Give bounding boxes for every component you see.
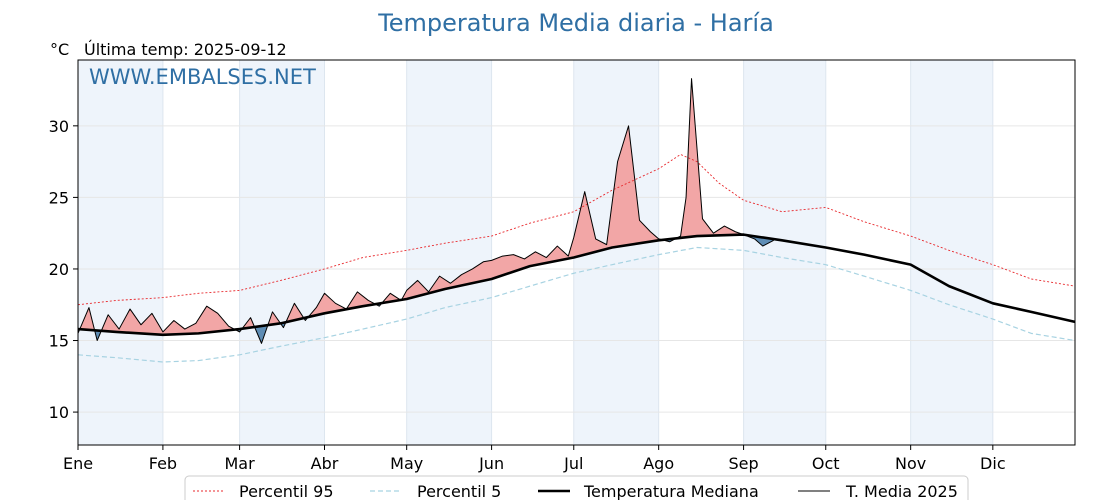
legend-label-p95: Percentil 95 [239, 482, 334, 500]
chart-title: Temperatura Media diaria - Haría [377, 9, 774, 37]
series-line-median [77, 233, 1076, 337]
y-tick-label: 15 [49, 332, 69, 351]
x-tick-label: Nov [895, 454, 926, 473]
x-tick-label: Feb [149, 454, 177, 473]
y-tick-label: 25 [49, 188, 69, 207]
legend: Percentil 95 Percentil 5 Temperatura Med… [184, 475, 969, 500]
above-median-fill [79, 307, 95, 331]
x-tick-label: Jun [478, 454, 504, 473]
x-tick-label: May [390, 454, 423, 473]
y-tick-label: 10 [49, 403, 69, 422]
month-band [78, 60, 163, 445]
grid-lines [78, 60, 1075, 445]
month-band [406, 60, 492, 445]
legend-label-median: Temperatura Mediana [583, 482, 759, 500]
x-tick-label: Abr [311, 454, 339, 473]
series-lines [77, 78, 1076, 363]
y-tick-label: 30 [49, 117, 69, 136]
below-median-fill [253, 324, 267, 344]
series-line-t2025 [77, 78, 774, 344]
last-update-label: Última temp: 2025-09-12 [84, 40, 287, 59]
y-axis: 10 15 20 25 30 [49, 117, 78, 422]
legend-label-p5: Percentil 5 [417, 482, 501, 500]
x-tick-label: Jul [563, 454, 583, 473]
y-tick-label: 20 [49, 260, 69, 279]
x-axis: Ene Feb Mar Abr May Jun Jul Ago Sep Oct Nov Dic [63, 445, 1006, 473]
x-tick-label: Oct [812, 454, 840, 473]
watermark: WWW.EMBALSES.NET [89, 65, 316, 89]
x-tick-label: Ago [643, 454, 674, 473]
legend-frame [184, 475, 969, 500]
above-median-fill [675, 78, 744, 239]
x-tick-label: Sep [729, 454, 759, 473]
x-tick-label: Ene [63, 454, 93, 473]
month-band [910, 60, 993, 445]
legend-label-t2025: T. Media 2025 [845, 482, 958, 500]
above-median-fill [101, 306, 235, 335]
month-band [239, 60, 325, 445]
y-unit-label: °C [50, 40, 69, 59]
below-median-fill [94, 329, 102, 341]
series-line-p5 [77, 246, 1076, 363]
x-tick-label: Dic [980, 454, 1006, 473]
plot-frame [77, 59, 1076, 446]
series-line-p95 [77, 154, 1076, 306]
x-tick-label: Mar [225, 454, 256, 473]
above-median-fill [308, 291, 376, 318]
